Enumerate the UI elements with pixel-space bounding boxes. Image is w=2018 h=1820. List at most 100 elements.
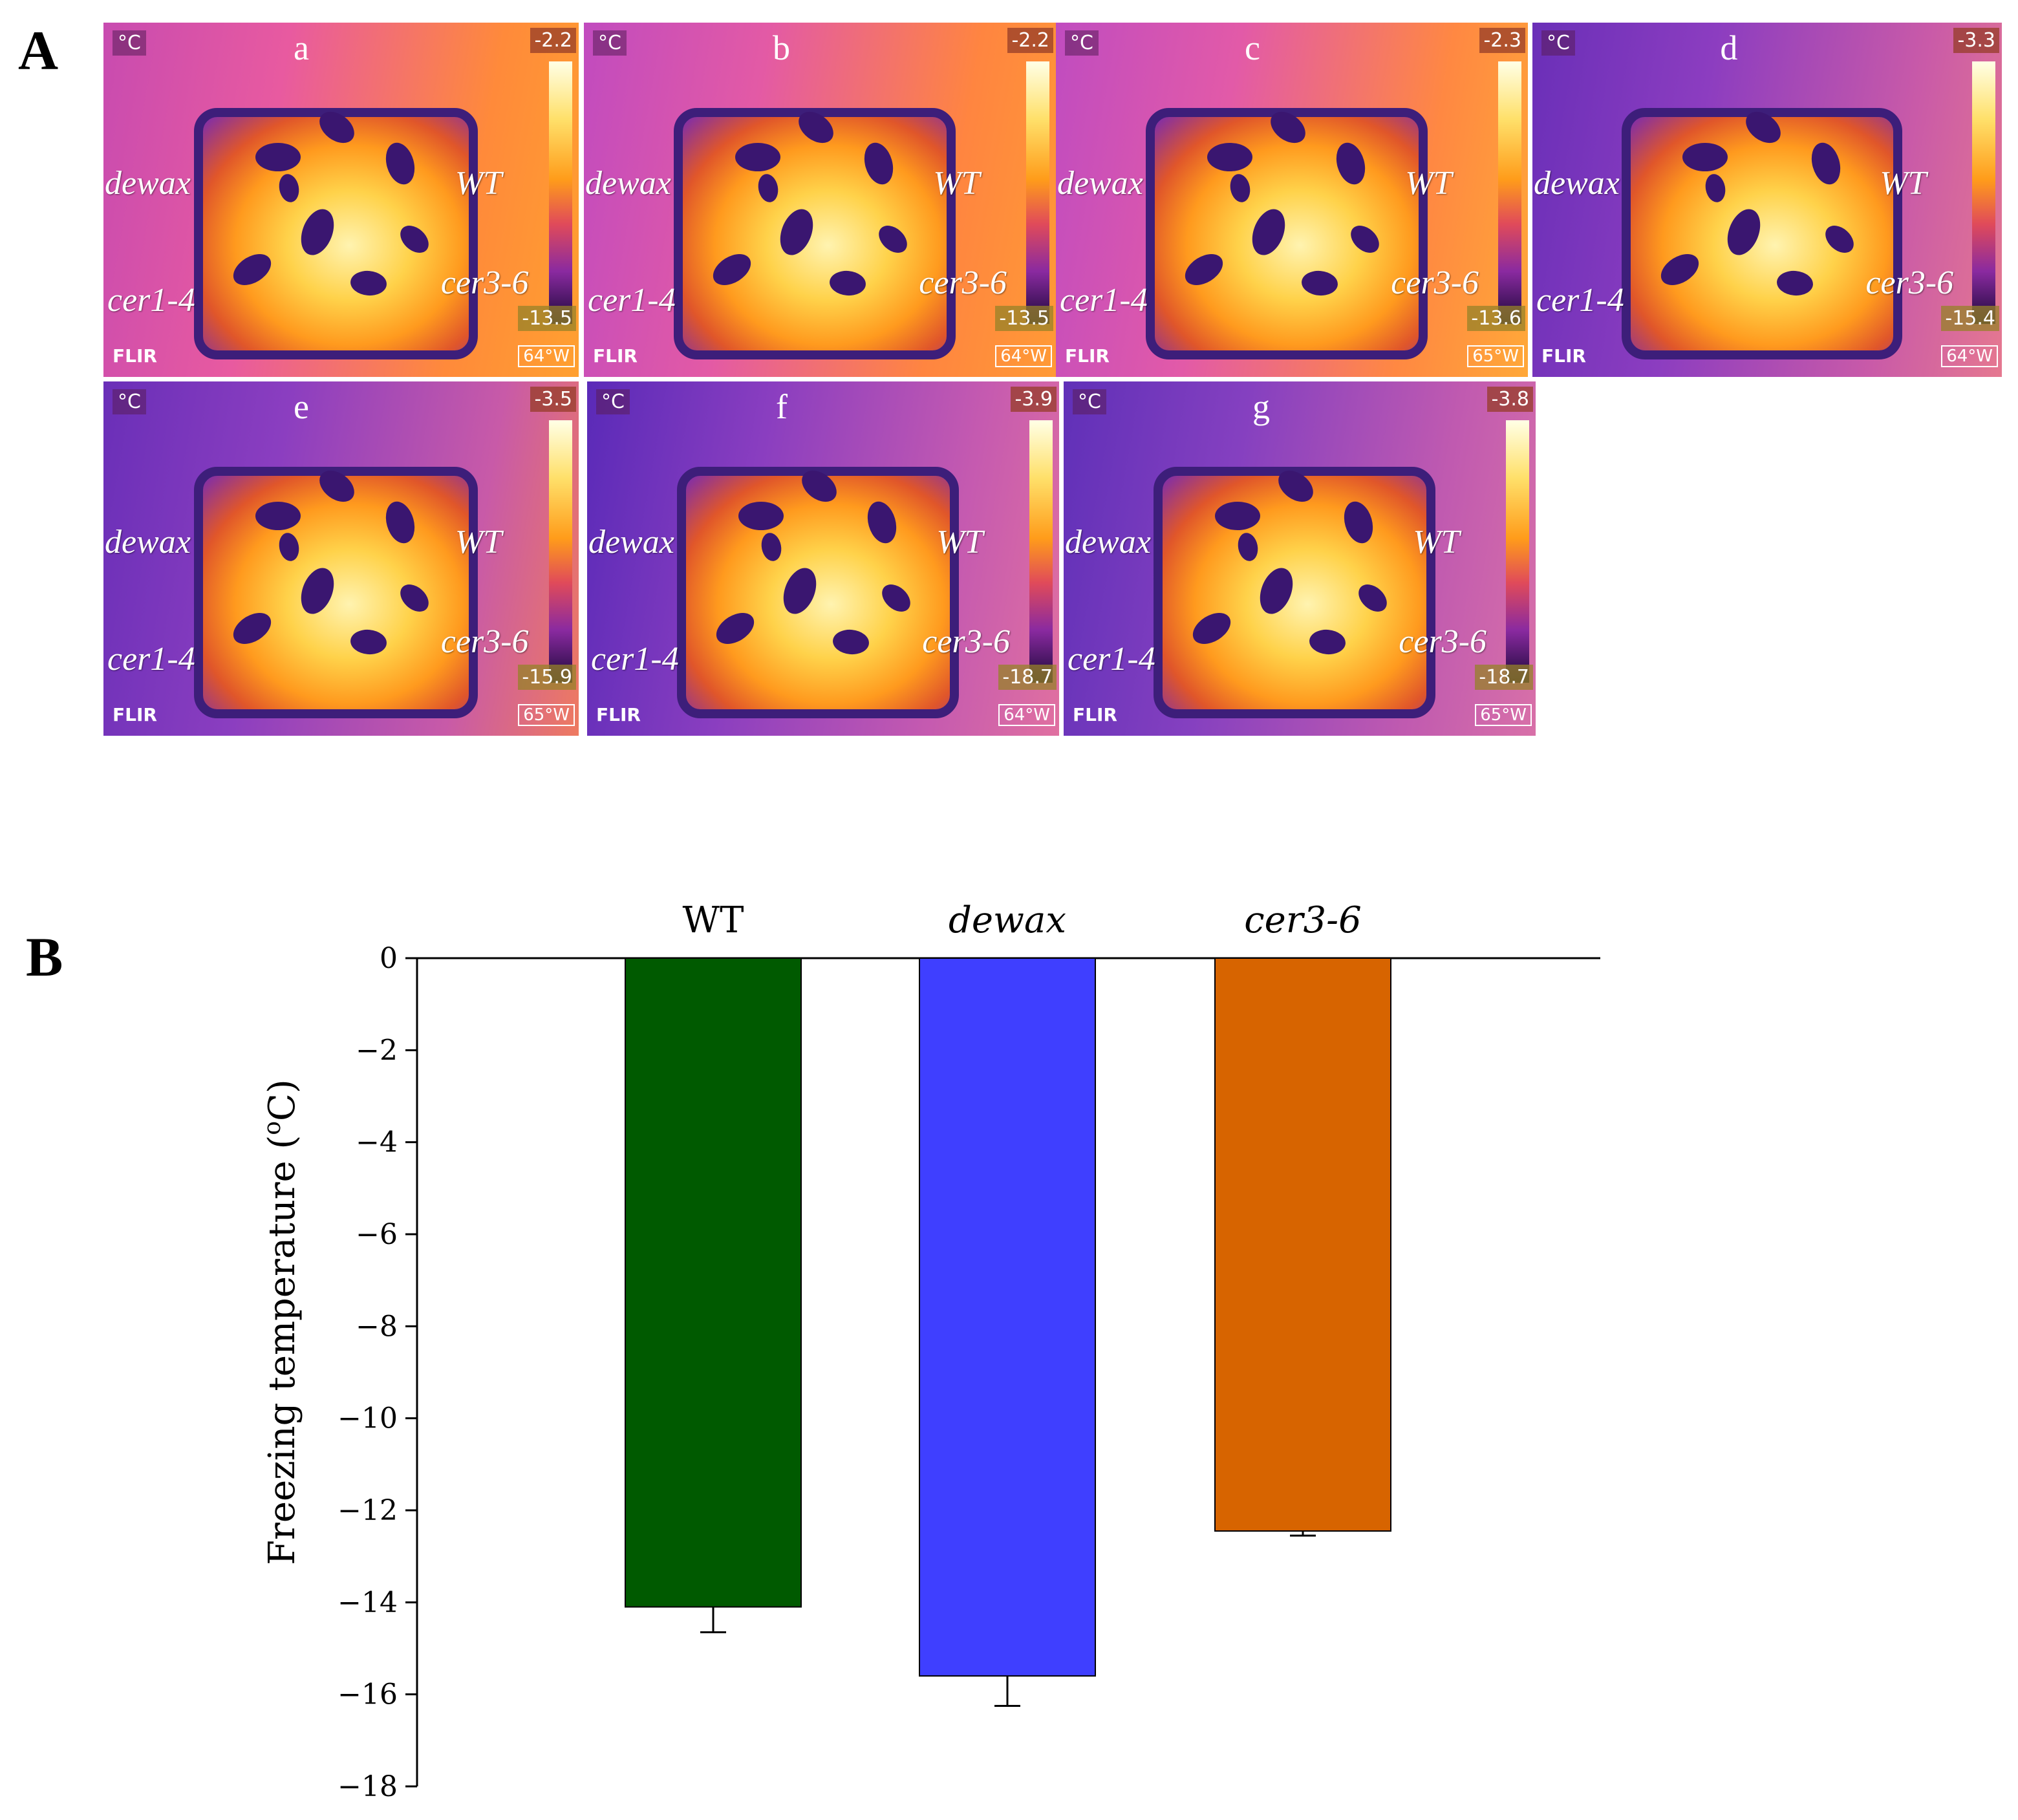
y-axis-label-text: Freezing temperature ( xyxy=(261,1135,303,1565)
lens-indicator: 65°W xyxy=(518,703,575,726)
bar-dewax xyxy=(919,958,1096,1677)
genotype-label-dewax: dewax xyxy=(105,524,191,561)
category-label-dewax: dewax xyxy=(949,899,1066,941)
lens-indicator: 64°W xyxy=(995,345,1052,367)
genotype-label-cer3-6: cer3-6 xyxy=(1391,264,1479,301)
y-tick-label: −12 xyxy=(338,1494,398,1527)
scale-min-label: -15.9 xyxy=(518,665,576,691)
scale-max-label: -3.5 xyxy=(530,387,576,412)
thermal-image-a: °C a -2.2 -13.5 dewax WT cer1-4 cer3-6 FLIR 64°W xyxy=(103,23,579,377)
y-tick-label: −10 xyxy=(338,1402,398,1435)
genotype-label-cer1-4: cer1-4 xyxy=(107,641,195,678)
flir-logo: FLIR xyxy=(1541,345,1586,367)
scale-max-label: -2.3 xyxy=(1479,28,1525,53)
scale-max-label: -3.9 xyxy=(1011,387,1057,412)
rosette-leaf xyxy=(1682,143,1728,172)
image-letter: g xyxy=(1252,387,1270,426)
y-tick-label: −18 xyxy=(338,1770,398,1803)
thermal-image-d: °C d -3.3 -15.4 dewax WT cer1-4 cer3-6 FLIR 64°W xyxy=(1532,23,2002,377)
category-label-cer3-6: cer3-6 xyxy=(1244,899,1361,941)
genotype-label-cer1-4: cer1-4 xyxy=(1536,282,1624,319)
genotype-label-wt: WT xyxy=(455,165,502,202)
plant-tray xyxy=(1153,466,1436,719)
color-scale-bar xyxy=(549,420,572,683)
lens-indicator: 64°W xyxy=(518,345,575,367)
lens-indicator: 65°W xyxy=(1467,345,1524,367)
genotype-label-wt: WT xyxy=(936,524,983,561)
genotype-label-cer1-4: cer1-4 xyxy=(1060,282,1148,319)
image-letter: c xyxy=(1245,28,1260,67)
thermal-image-g: °C g -3.8 -18.7 dewax WT cer1-4 cer3-6 FLIR 65°W xyxy=(1064,381,1536,736)
flir-logo: FLIR xyxy=(113,345,157,367)
temperature-unit-label: °C xyxy=(596,389,630,414)
genotype-label-dewax: dewax xyxy=(588,524,674,561)
scale-min-label: -13.5 xyxy=(995,306,1053,332)
y-tick-label: −4 xyxy=(356,1126,398,1159)
genotype-label-wt: WT xyxy=(1413,524,1460,561)
scale-min-label: -15.4 xyxy=(1941,306,1999,332)
scale-max-label: -3.8 xyxy=(1487,387,1533,412)
scale-min-label: -13.6 xyxy=(1467,306,1525,332)
temperature-unit-label: °C xyxy=(593,30,627,56)
image-letter: d xyxy=(1720,28,1738,67)
genotype-label-cer3-6: cer3-6 xyxy=(440,264,529,301)
temperature-unit-label: °C xyxy=(1073,389,1106,414)
bar-wt xyxy=(625,958,802,1608)
flir-logo: FLIR xyxy=(1073,703,1117,725)
scale-max-label: -2.2 xyxy=(530,28,576,53)
bars xyxy=(625,958,1391,1707)
plant-tray xyxy=(193,466,478,719)
plant-tray xyxy=(673,107,956,360)
y-axis-label-superscript: o xyxy=(259,1121,286,1135)
thermal-image-c: °C c -2.3 -13.6 dewax WT cer1-4 cer3-6 FLIR 65°W xyxy=(1056,23,1528,377)
genotype-label-wt: WT xyxy=(933,165,980,202)
image-letter: f xyxy=(776,387,788,426)
genotype-label-wt: WT xyxy=(455,524,502,561)
genotype-label-cer3-6: cer3-6 xyxy=(1399,623,1487,660)
rosette-leaf xyxy=(255,143,301,172)
y-axis-label: Freezing temperature (oC) xyxy=(259,1079,303,1565)
genotype-label-wt: WT xyxy=(1880,165,1927,202)
rosette-leaf xyxy=(1207,143,1252,172)
color-scale-bar xyxy=(1498,61,1521,324)
color-scale-bar xyxy=(1972,61,1995,324)
plant-tray xyxy=(676,466,960,719)
y-tick-label: −6 xyxy=(356,1218,398,1251)
scale-max-label: -3.3 xyxy=(1953,28,1999,53)
scale-max-label: -2.2 xyxy=(1007,28,1053,53)
genotype-label-dewax: dewax xyxy=(585,165,671,202)
image-letter: b xyxy=(773,28,790,67)
flir-logo: FLIR xyxy=(593,345,638,367)
y-tick-label: −2 xyxy=(356,1034,398,1067)
color-scale-bar xyxy=(1026,61,1049,324)
plant-tray xyxy=(1621,107,1903,360)
color-scale-bar xyxy=(1506,420,1529,683)
thermal-image-grid: °C a -2.2 -13.5 dewax WT cer1-4 cer3-6 FLIR 64°W °… xyxy=(0,0,2018,750)
color-scale-bar xyxy=(549,61,572,324)
genotype-label-dewax: dewax xyxy=(1057,165,1143,202)
y-tick-label: −8 xyxy=(356,1310,398,1343)
flir-logo: FLIR xyxy=(113,703,157,725)
rosette-leaf xyxy=(255,502,301,531)
genotype-label-wt: WT xyxy=(1405,165,1452,202)
genotype-label-cer3-6: cer3-6 xyxy=(1865,264,1954,301)
panel-label-a: A xyxy=(18,19,59,81)
lens-indicator: 65°W xyxy=(1475,703,1532,726)
scale-min-label: -18.7 xyxy=(998,665,1057,691)
scale-min-label: -18.7 xyxy=(1475,665,1533,691)
rosette-leaf xyxy=(1214,502,1260,531)
genotype-label-cer1-4: cer1-4 xyxy=(107,282,195,319)
thermal-image-b: °C b -2.2 -13.5 dewax WT cer1-4 cer3-6 FLIR 64°W xyxy=(584,23,1056,377)
temperature-unit-label: °C xyxy=(113,389,146,414)
y-tick-label: 0 xyxy=(380,942,398,975)
flir-logo: FLIR xyxy=(596,703,641,725)
genotype-label-cer3-6: cer3-6 xyxy=(922,623,1011,660)
genotype-label-cer1-4: cer1-4 xyxy=(1068,641,1155,678)
scale-min-label: -13.5 xyxy=(518,306,576,332)
rosette-leaf xyxy=(738,502,784,531)
genotype-label-cer1-4: cer1-4 xyxy=(588,282,676,319)
y-tick-label: −14 xyxy=(338,1586,398,1619)
color-scale-bar xyxy=(1029,420,1053,683)
panel-label-b: B xyxy=(26,926,63,988)
plant-tray xyxy=(193,107,478,360)
